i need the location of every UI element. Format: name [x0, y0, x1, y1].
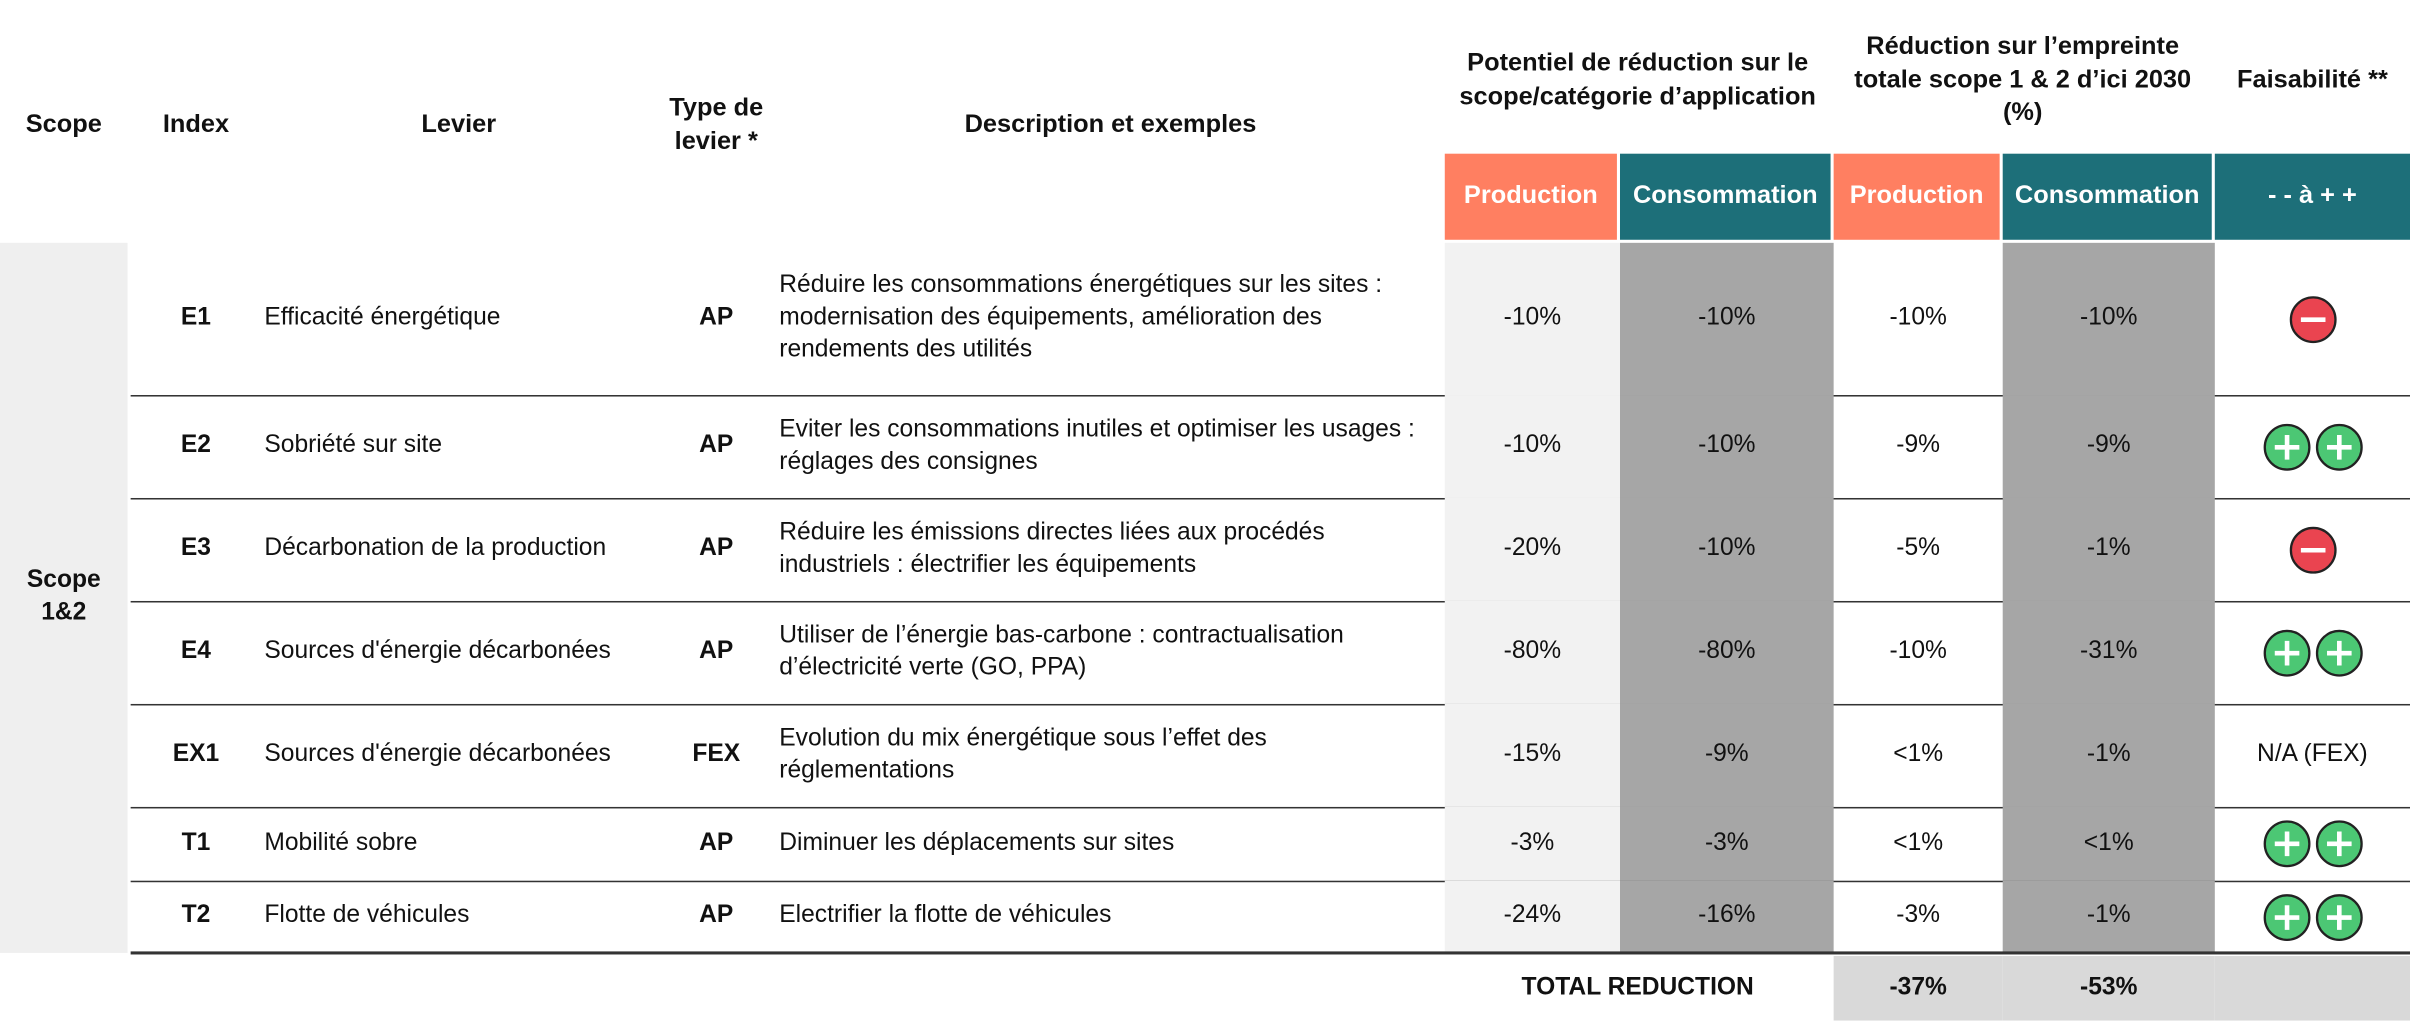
type-cell: AP: [699, 637, 734, 665]
potential-production: -15%: [1444, 703, 1620, 807]
feasibility-cell: [2215, 498, 2410, 601]
reduction-consumption: <1%: [2002, 806, 2215, 881]
lever-cell: Décarbonation de la production: [264, 535, 607, 562]
reduction-production: -5%: [1896, 535, 1941, 562]
plus-icon: [2262, 629, 2310, 676]
lever-cell: Mobilité sobre: [264, 829, 418, 856]
header-reduction: Réduction sur l’empreinte totale scope 1…: [1854, 32, 2192, 127]
row-separator: [130, 951, 2410, 955]
description-cell: Réduire les émissions directes liées aux…: [779, 519, 1325, 578]
potential-production: -20%: [1444, 497, 1620, 601]
header-consumption: Consommation: [1619, 153, 1831, 240]
scope-cell: Scope 1&2: [0, 242, 128, 953]
potential-production: -80%: [1444, 600, 1620, 704]
description-cell: Réduire les consommations énergétiques s…: [779, 272, 1383, 363]
plus-icon: [2262, 820, 2310, 868]
type-cell: AP: [699, 829, 734, 856]
potential-consumption: -10%: [1619, 497, 1834, 601]
plus-icon: [2315, 629, 2362, 676]
potential-production: -10%: [1444, 242, 1620, 396]
reduction-consumption: -31%: [2002, 600, 2215, 704]
description-cell: Diminuer les déplacements sur sites: [779, 829, 1175, 856]
plus-icon: [2315, 820, 2362, 868]
header-production: Production: [1833, 153, 2000, 240]
total-feasibility: [2214, 956, 2410, 1021]
index-cell: E4: [180, 637, 212, 665]
feasibility-cell: N/A (FEX): [2257, 740, 2368, 768]
index-cell: T1: [181, 829, 211, 856]
row-separator: [130, 600, 2410, 603]
type-cell: AP: [699, 535, 734, 562]
header-feasibility: Faisabilité **: [2237, 65, 2388, 94]
feasibility-cell: [2215, 243, 2410, 395]
minus-icon: [2288, 526, 2336, 573]
reduction-consumption: -1%: [2002, 703, 2215, 807]
header-lever: Levier: [421, 110, 497, 138]
potential-production: -24%: [1444, 880, 1620, 953]
header-scope: Scope: [25, 110, 102, 138]
total-label: TOTAL REDUCTION: [1521, 973, 1754, 1000]
total-consumption: -53%: [2002, 956, 2215, 1021]
index-cell: E1: [180, 304, 212, 331]
reduction-production: -10%: [1889, 304, 1947, 331]
reduction-production: <1%: [1893, 740, 1944, 768]
potential-production: -3%: [1444, 806, 1620, 881]
reduction-consumption: -9%: [2002, 395, 2215, 498]
type-cell: AP: [699, 304, 734, 331]
index-cell: E2: [180, 432, 212, 459]
header-feasibility-scale: - - à + +: [2214, 153, 2410, 240]
plus-icon: [2315, 423, 2362, 470]
feasibility-cell: [2215, 601, 2410, 704]
header-consumption: Consommation: [2002, 153, 2212, 240]
lever-cell: Efficacité énergétique: [264, 304, 501, 331]
description-cell: Eviter les consommations inutiles et opt…: [779, 416, 1415, 475]
description-cell: Electrifier la flotte de véhicules: [779, 902, 1112, 929]
row-separator: [130, 395, 2410, 397]
reduction-production: <1%: [1893, 829, 1944, 856]
header-type: Type de levier *: [669, 93, 764, 155]
potential-consumption: -9%: [1619, 703, 1834, 807]
reduction-consumption: -10%: [2002, 242, 2215, 396]
potential-consumption: -10%: [1619, 395, 1834, 498]
lever-cell: Flotte de véhicules: [264, 902, 470, 929]
type-cell: AP: [699, 902, 734, 929]
plus-icon: [2315, 893, 2362, 941]
lever-cell: Sobriété sur site: [264, 432, 443, 459]
header-description: Description et exemples: [964, 110, 1257, 138]
reduction-consumption: -1%: [2002, 497, 2215, 601]
index-cell: EX1: [172, 740, 220, 768]
lever-cell: Sources d'énergie décarbonées: [264, 740, 611, 768]
row-separator: [130, 703, 2410, 706]
row-separator: [130, 806, 2410, 809]
feasibility-cell: [2215, 881, 2410, 953]
row-separator: [130, 880, 2410, 883]
potential-production: -10%: [1444, 395, 1620, 498]
potential-consumption: -80%: [1619, 600, 1834, 704]
reduction-production: -9%: [1896, 432, 1941, 459]
reduction-production: -3%: [1896, 902, 1941, 929]
potential-consumption: -10%: [1619, 242, 1834, 396]
feasibility-cell: [2215, 395, 2410, 498]
total-production: -37%: [1833, 956, 2003, 1021]
feasibility-cell: [2215, 807, 2410, 881]
header-potential: Potentiel de réduction sur le scope/caté…: [1459, 49, 1816, 110]
description-cell: Evolution du mix énergétique sous l’effe…: [779, 725, 1267, 784]
minus-icon: [2288, 295, 2336, 343]
index-cell: E3: [180, 535, 212, 562]
potential-consumption: -3%: [1619, 806, 1834, 881]
index-cell: T2: [181, 902, 211, 929]
type-cell: AP: [699, 432, 734, 459]
description-cell: Utiliser de l’énergie bas-carbone : cont…: [779, 622, 1344, 681]
row-separator: [130, 497, 2410, 500]
plus-icon: [2262, 423, 2310, 470]
header-production: Production: [1444, 153, 1617, 240]
type-cell: FEX: [692, 740, 741, 768]
lever-cell: Sources d'énergie décarbonées: [264, 637, 611, 665]
potential-consumption: -16%: [1619, 880, 1834, 953]
reduction-production: -10%: [1889, 637, 1947, 665]
header-index: Index: [162, 110, 230, 138]
plus-icon: [2262, 893, 2310, 941]
reduction-consumption: -1%: [2002, 880, 2215, 953]
